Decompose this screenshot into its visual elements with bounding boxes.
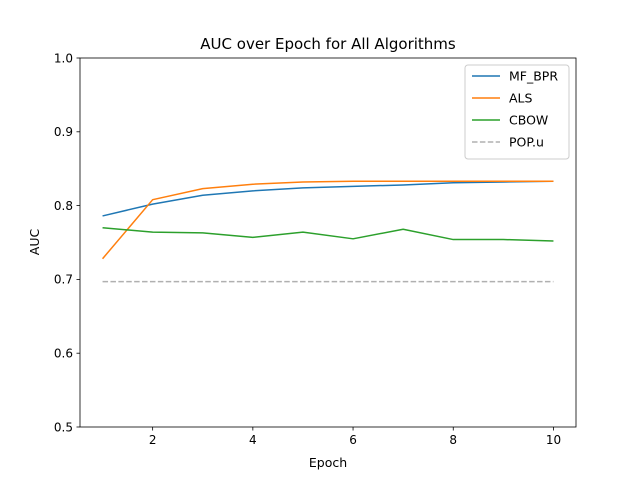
y-tick-label: 0.9 (54, 125, 73, 139)
x-axis-label: Epoch (309, 455, 347, 470)
y-tick-label: 0.6 (54, 347, 73, 361)
y-tick-label: 0.7 (54, 273, 73, 287)
y-tick-label: 0.8 (54, 199, 73, 213)
legend-label-1: ALS (509, 91, 533, 106)
series-line-0 (102, 180, 554, 217)
x-tick-label: 8 (449, 433, 457, 447)
y-axis-label: AUC (27, 229, 42, 256)
legend-label-0: MF_BPR (509, 69, 558, 84)
plot-area (101, 180, 554, 283)
x-tick-label: 10 (546, 433, 561, 447)
axes: 2 4 6 8 10 0.5 0.6 0.7 0.8 0.9 1.0 (54, 51, 577, 447)
x-tick-label: 6 (349, 433, 357, 447)
legend-label-2: CBOW (509, 113, 548, 128)
chart-title: AUC over Epoch for All Algorithms (200, 35, 456, 53)
y-tick-label: 1.0 (54, 51, 73, 65)
legend-label-3: POP.u (509, 135, 544, 150)
plot-frame (79, 57, 577, 428)
y-tick-label: 0.5 (54, 420, 73, 434)
series-line-1 (101, 180, 554, 260)
x-tick-label: 4 (249, 433, 257, 447)
legend: MF_BPR ALS CBOW POP.u (464, 64, 570, 160)
x-tick-label: 2 (149, 433, 157, 447)
legend-box (464, 64, 570, 160)
series-line-2 (102, 226, 554, 242)
